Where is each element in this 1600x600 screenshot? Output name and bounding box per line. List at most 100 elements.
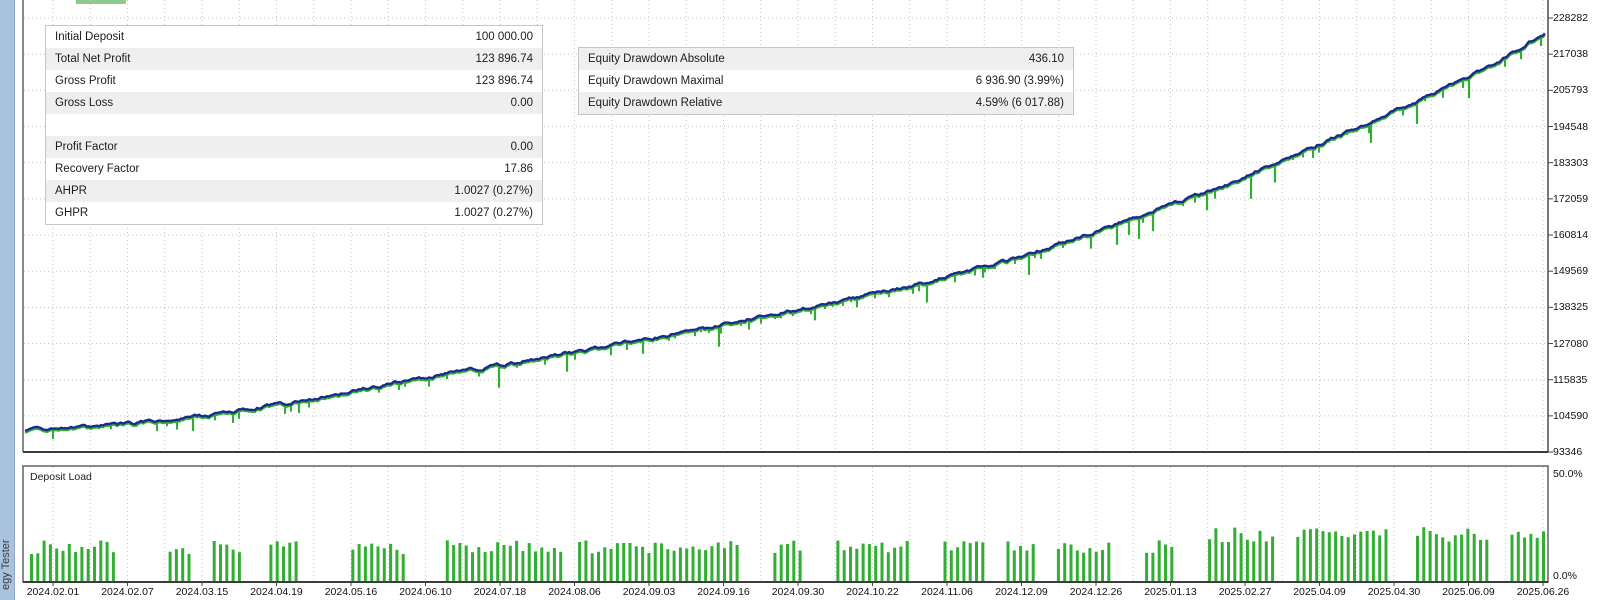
deposit-load-bar [61,550,65,582]
deposit-load-bar [1271,536,1275,582]
deposit-load-bar [1302,529,1306,582]
stat-label: Gross Profit [55,75,116,87]
y-axis-label: 93346 [1553,446,1583,459]
strategy-tester-panel-tab[interactable]: egy Tester [0,0,15,600]
stat-value: 0.00 [510,97,533,109]
deposit-load-bar [641,546,645,582]
table-row: Profit Factor 0.00 [46,136,542,158]
deposit-load-bar [237,552,241,582]
y-axis-label: 138325 [1553,301,1589,314]
x-axis-label: 2024.09.30 [771,586,825,598]
deposit-load-bar [653,542,657,582]
deposit-load-bar [849,546,852,582]
table-row: Equity Drawdown Relative 4.59% (6 017.88) [579,92,1073,114]
balance-line [24,32,1546,432]
deposit-load-bar [1315,528,1319,582]
deposit-load-bar [968,543,972,582]
deposit-load-bar [458,543,462,582]
deposit-load-bar [99,540,103,582]
deposit-load-bar [389,543,393,582]
table-row: Recovery Factor 17.86 [46,158,542,180]
deposit-load-bar [1460,534,1464,582]
deposit-load-bar [1308,529,1312,582]
deposit-load-bar [1296,536,1300,582]
deposit-load-bar [697,549,701,582]
deposit-load-bar [1101,549,1104,582]
stat-value: 1.0027 (0.27%) [454,185,533,197]
table-row: AHPR 1.0027 (0.27%) [46,180,542,202]
deposit-load-bar [1063,543,1067,582]
stat-value [533,114,542,136]
deposit-load-bar [515,540,519,582]
deposit-load-bar [615,543,619,582]
deposit-load-bar [1453,535,1457,582]
deposit-load-bar [792,540,796,582]
deposit-load-bar [691,546,695,582]
table-row: Equity Drawdown Absolute 436.10 [579,48,1073,70]
x-axis-label: 2024.11.06 [921,586,973,598]
deposit-load-bar [1378,535,1382,582]
deposit-load-bar [1233,527,1237,582]
deposit-load-bar [464,545,468,582]
x-axis-label: 2025.04.30 [1367,586,1421,598]
deposit-load-bar [452,545,456,582]
y-axis-label: 104590 [1553,409,1589,422]
deposit-load-bar [886,552,890,582]
deposit-load-bar [489,551,493,582]
stat-label: Gross Loss [55,97,114,109]
x-axis-label: 2024.06.10 [399,586,452,598]
deposit-load-bar [1252,541,1256,582]
deposit-load-bar [1025,550,1029,582]
x-axis-label: 2024.04.19 [250,586,303,598]
deposit-load-bar [1516,531,1520,582]
deposit-load-bar [779,544,783,582]
deposit-load-bar [660,543,663,582]
x-axis-label: 2024.12.09 [995,586,1048,598]
deposit-load-bar [773,552,777,582]
deposit-load-bar [174,549,178,582]
deposit-load-bar [275,541,279,582]
deposit-load-bar [1327,532,1331,582]
deposit-load-bar [48,544,52,582]
deposit-load-bar [67,544,71,582]
deposit-load-bar [552,548,556,582]
deposit-load-bar [975,541,978,582]
stat-label: Equity Drawdown Absolute [588,53,725,65]
deposit-load-bar [1428,531,1432,582]
deposit-load-bar [559,551,563,582]
deposit-load-bar [357,544,361,582]
deposit-load-bar [867,544,871,582]
deposit-load-bar [42,540,46,582]
deposit-load-bar [282,546,285,582]
deposit-load-bar [502,545,506,582]
deposit-load-bar [1434,534,1438,582]
deposit-load-bar [288,542,292,582]
deposit-load-min-label: 0.0% [1553,570,1577,582]
deposit-load-bar [880,542,884,582]
x-axis-label: 2025.06.09 [1442,586,1495,598]
deposit-load-bar [672,550,676,582]
deposit-load-bar [1220,542,1224,582]
deposit-load-bar [1094,551,1098,582]
x-axis-label: 2024.05.16 [324,586,378,598]
deposit-load-bar [1529,533,1533,582]
deposit-load-bar [729,541,733,582]
deposit-load-bar [905,540,909,582]
y-axis-label: 194548 [1553,120,1589,133]
deposit-load-bar [1447,541,1451,582]
deposit-load-bar [622,543,626,582]
deposit-load-bar [1082,552,1086,582]
deposit-load-bar [1371,530,1375,582]
deposit-load-bar [269,544,273,582]
deposit-load-bar [603,547,607,582]
deposit-load-bar [1012,550,1016,582]
x-axis-label: 2025.06.26 [1516,586,1570,598]
deposit-load-bar [1466,528,1470,582]
equity-line [24,34,1546,434]
deposit-load-bar [1441,537,1445,582]
deposit-load-bar [219,544,222,582]
deposit-load-bar [584,540,588,582]
x-axis-label: 2024.10.22 [846,586,899,598]
deposit-load-bar [861,543,865,582]
